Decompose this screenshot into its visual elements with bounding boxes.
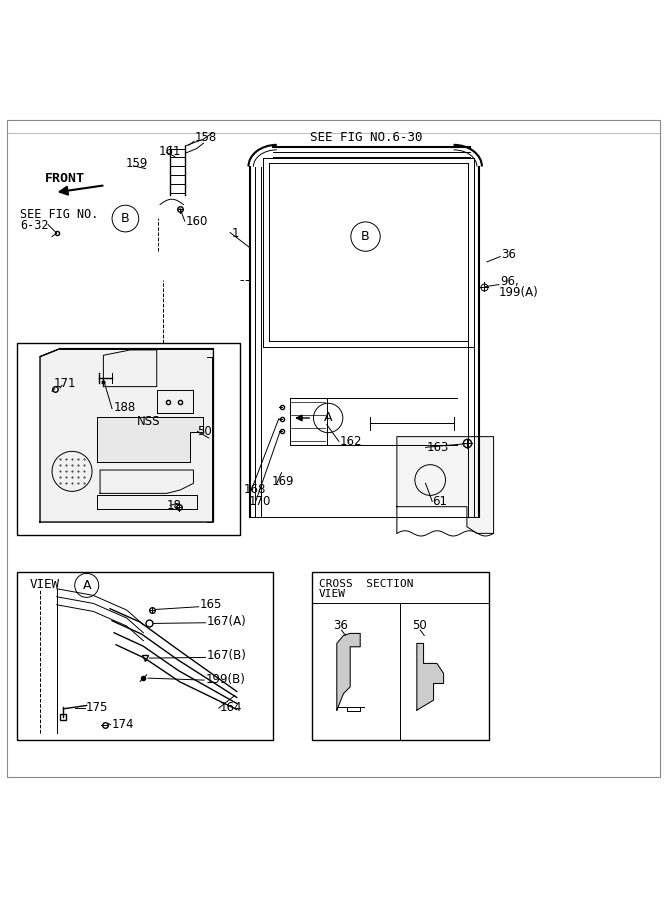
Text: 159: 159	[125, 158, 148, 170]
Text: 162: 162	[340, 435, 363, 447]
Text: 170: 170	[249, 495, 271, 508]
Text: 171: 171	[53, 376, 76, 390]
Text: 1: 1	[232, 227, 239, 239]
Text: A: A	[83, 579, 91, 592]
Bar	[17, 343, 240, 536]
Text: B: B	[121, 212, 129, 225]
Text: 168: 168	[244, 483, 267, 497]
Text: VIEW: VIEW	[30, 578, 60, 591]
Text: B: B	[362, 230, 370, 243]
Text: 163: 163	[427, 441, 450, 454]
Polygon shape	[40, 348, 213, 522]
Text: 169: 169	[272, 475, 295, 489]
Text: 167(B): 167(B)	[207, 650, 247, 662]
Text: 158: 158	[195, 131, 217, 144]
Polygon shape	[337, 634, 360, 710]
Text: 36: 36	[502, 248, 516, 261]
Text: VIEW: VIEW	[319, 589, 346, 598]
Text: 50: 50	[412, 619, 427, 632]
Text: 18: 18	[167, 499, 181, 512]
Polygon shape	[97, 417, 203, 462]
Text: 164: 164	[220, 701, 243, 715]
Text: SEE FIG NO.6-30: SEE FIG NO.6-30	[310, 131, 423, 144]
Bar	[17, 572, 273, 740]
Polygon shape	[397, 436, 494, 534]
Text: 188: 188	[113, 401, 135, 414]
Text: SEE FIG NO.: SEE FIG NO.	[20, 208, 99, 220]
Text: 199(A): 199(A)	[498, 286, 538, 299]
Text: 96,: 96,	[500, 274, 519, 288]
Text: 61: 61	[432, 495, 447, 508]
Text: 36: 36	[334, 619, 348, 632]
Text: 161: 161	[159, 145, 181, 158]
Text: 160: 160	[185, 214, 208, 228]
Text: 174: 174	[112, 718, 135, 731]
Polygon shape	[417, 644, 444, 710]
Text: CROSS  SECTION: CROSS SECTION	[319, 579, 414, 589]
Text: 175: 175	[85, 701, 108, 714]
Text: 165: 165	[200, 598, 223, 611]
Text: FRONT: FRONT	[45, 172, 85, 184]
Text: 50: 50	[197, 425, 212, 437]
Bar	[312, 572, 489, 740]
Text: NSS: NSS	[137, 415, 160, 428]
Bar	[290, 398, 327, 445]
Text: A: A	[324, 411, 332, 425]
Text: 199(B): 199(B)	[205, 673, 245, 687]
Text: 6-32: 6-32	[20, 220, 49, 232]
Text: 167(A): 167(A)	[207, 615, 247, 628]
